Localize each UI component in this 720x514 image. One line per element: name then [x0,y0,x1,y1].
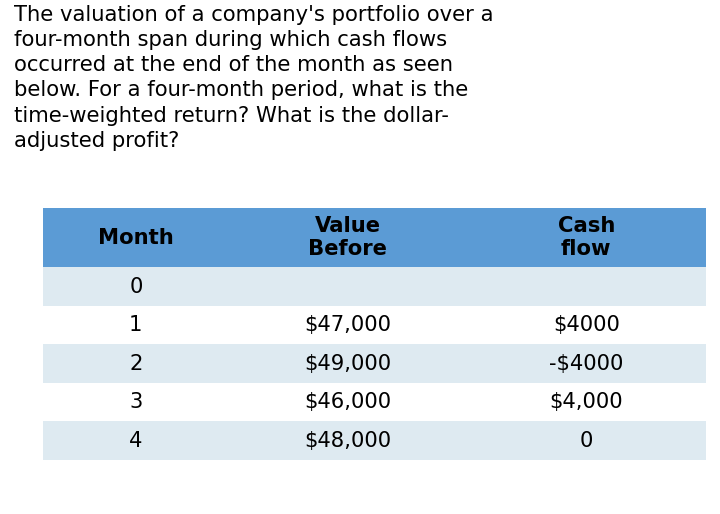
Text: Cash
flow: Cash flow [558,216,615,260]
FancyBboxPatch shape [43,267,229,306]
FancyBboxPatch shape [229,306,467,344]
Text: 0: 0 [130,277,143,297]
FancyBboxPatch shape [467,344,706,383]
Text: $49,000: $49,000 [305,354,392,374]
FancyBboxPatch shape [229,421,467,460]
Text: $48,000: $48,000 [305,431,392,451]
FancyBboxPatch shape [43,306,229,344]
Text: 2: 2 [130,354,143,374]
FancyBboxPatch shape [467,267,706,306]
FancyBboxPatch shape [229,267,467,306]
FancyBboxPatch shape [467,421,706,460]
FancyBboxPatch shape [467,306,706,344]
Text: 4: 4 [130,431,143,451]
FancyBboxPatch shape [43,421,229,460]
Text: $46,000: $46,000 [305,392,392,412]
FancyBboxPatch shape [229,344,467,383]
FancyBboxPatch shape [43,344,229,383]
FancyBboxPatch shape [467,208,706,267]
FancyBboxPatch shape [229,208,467,267]
Text: $4,000: $4,000 [549,392,624,412]
Text: 3: 3 [130,392,143,412]
Text: 1: 1 [129,315,143,335]
FancyBboxPatch shape [43,383,229,421]
Text: $47,000: $47,000 [305,315,392,335]
Text: Value
Before: Value Before [308,216,387,260]
FancyBboxPatch shape [43,208,229,267]
FancyBboxPatch shape [229,383,467,421]
Text: 0: 0 [580,431,593,451]
FancyBboxPatch shape [467,383,706,421]
Text: $4000: $4000 [553,315,620,335]
Text: Month: Month [98,228,174,248]
Text: The valuation of a company's portfolio over a
four-month span during which cash : The valuation of a company's portfolio o… [14,5,494,151]
Text: -$4000: -$4000 [549,354,624,374]
